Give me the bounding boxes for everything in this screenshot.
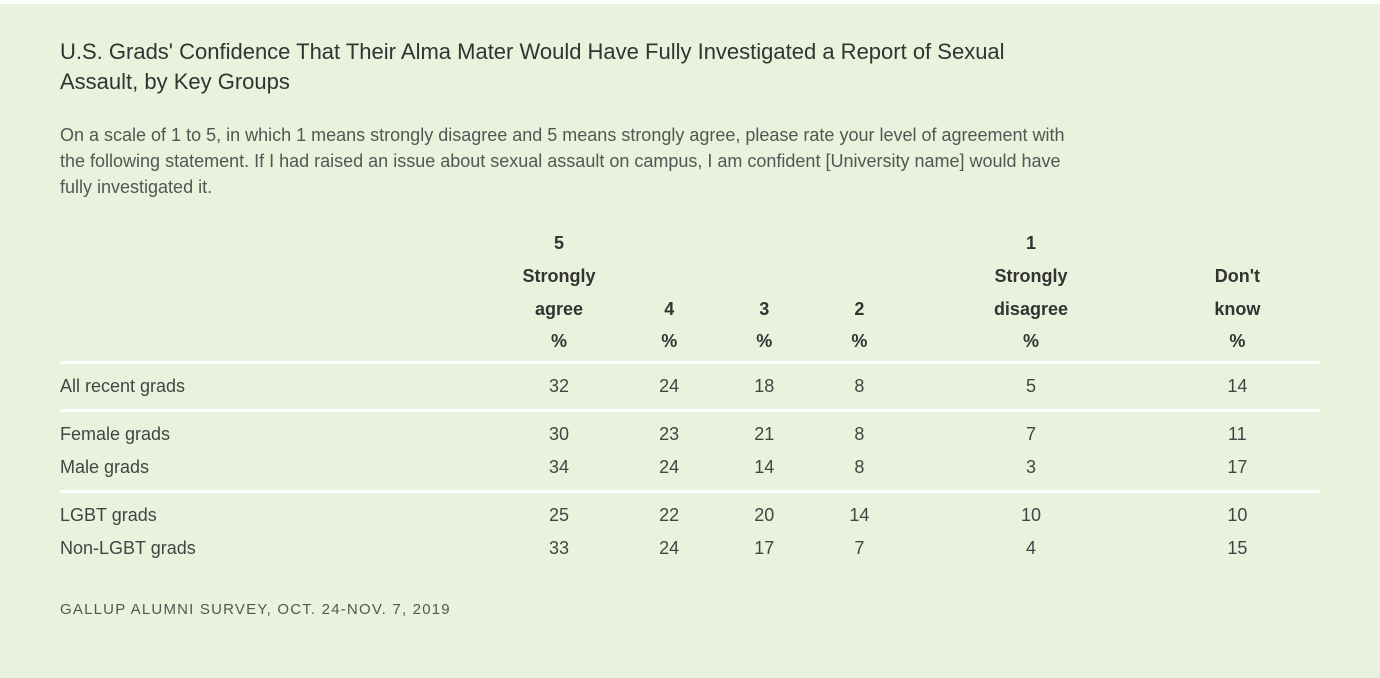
column-header-line [621, 260, 717, 293]
table-cell: 14 [849, 505, 870, 525]
column-header-line [812, 227, 908, 260]
column-header-line [1155, 227, 1320, 260]
chart-subtitle: On a scale of 1 to 5, in which 1 means s… [60, 125, 1065, 197]
table-cell: 3 [1025, 457, 1036, 477]
table-cell: 5 [1025, 376, 1036, 396]
table-cell: 24 [659, 457, 680, 477]
column-header-line: disagree [993, 299, 1068, 319]
header-spacer [60, 227, 497, 260]
row-gap [60, 484, 1320, 492]
table-header: 5 1 Strongly Strongly Don't [60, 227, 1320, 363]
table-cell: 33 [548, 538, 570, 558]
divider-line [60, 409, 1320, 413]
table-cell: 17 [1227, 457, 1248, 477]
table-row: LGBT grads 25 22 20 14 10 10 [60, 499, 1320, 532]
column-header-line: 4 [664, 299, 675, 319]
gap-cell [60, 484, 1320, 492]
column-header-line [812, 260, 908, 293]
table-body: All recent grads 32 24 18 8 5 14 Female … [60, 361, 1320, 566]
column-header-line [717, 227, 812, 260]
header-row-1: 5 1 [60, 227, 1320, 260]
column-unit: % [661, 331, 678, 351]
divider-line [60, 361, 1320, 365]
table-cell: 23 [659, 424, 680, 444]
column-unit: % [1229, 331, 1246, 351]
header-row-3: agree 4 3 2 disagree know [60, 293, 1320, 326]
header-spacer [60, 326, 497, 363]
row-label: Female grads [60, 424, 171, 444]
column-header-line: 5 [553, 233, 564, 253]
column-unit: % [1022, 331, 1039, 351]
table-cell: 32 [548, 376, 570, 396]
column-header-line: agree [534, 299, 584, 319]
table-cell: 20 [754, 505, 775, 525]
source-note: GALLUP ALUMNI SURVEY, OCT. 24-NOV. 7, 20… [60, 601, 451, 618]
column-header-line: know [1214, 299, 1261, 319]
column-unit: % [756, 331, 773, 351]
gap-cell [60, 403, 1320, 411]
chart-title: U.S. Grads' Confidence That Their Alma M… [60, 39, 1005, 94]
row-label: LGBT grads [60, 505, 157, 525]
chart-panel: U.S. Grads' Confidence That Their Alma M… [0, 4, 1380, 678]
table-cell: 10 [1020, 505, 1041, 525]
row-label: Male grads [60, 457, 150, 477]
header-unit-row: % % % % % % [60, 326, 1320, 363]
group-divider [60, 361, 1320, 365]
column-header-line: 2 [854, 299, 865, 319]
header-row-2: Strongly Strongly Don't [60, 260, 1320, 293]
column-header-line [621, 227, 717, 260]
column-unit: % [851, 331, 868, 351]
table-cell: 7 [1025, 424, 1036, 444]
row-label: All recent grads [60, 376, 186, 396]
data-table: 5 1 Strongly Strongly Don't [60, 227, 1320, 565]
chart-content: U.S. Grads' Confidence That Their Alma M… [60, 37, 1320, 618]
column-header-line: Strongly [522, 266, 596, 286]
header-spacer [60, 293, 497, 326]
table-cell: 24 [659, 538, 680, 558]
column-header-line: Strongly [994, 266, 1068, 286]
table-row: All recent grads 32 24 18 8 5 14 [60, 370, 1320, 403]
column-header-line: 3 [759, 299, 770, 319]
row-gap [60, 403, 1320, 411]
table-cell: 8 [854, 457, 865, 477]
header-spacer [60, 260, 497, 293]
group-divider [60, 409, 1320, 413]
column-unit: % [550, 331, 567, 351]
column-header-line: Don't [1214, 266, 1260, 286]
table-cell: 14 [754, 457, 775, 477]
table-cell: 7 [854, 538, 865, 558]
table-cell: 18 [754, 376, 775, 396]
row-label: Non-LGBT grads [60, 538, 196, 558]
table-cell: 8 [854, 376, 865, 396]
table-row: Male grads 34 24 14 8 3 17 [60, 451, 1320, 484]
table-row: Non-LGBT grads 33 24 17 7 4 15 [60, 532, 1320, 565]
table-cell: 25 [548, 505, 570, 525]
group-divider [60, 490, 1320, 494]
column-header-line: 1 [1025, 233, 1036, 253]
table-cell: 34 [548, 457, 570, 477]
table-cell: 30 [548, 424, 570, 444]
table-row: Female grads 30 23 21 8 7 11 [60, 418, 1320, 451]
table-cell: 22 [659, 505, 680, 525]
table-cell: 17 [754, 538, 775, 558]
table-cell: 11 [1227, 424, 1247, 444]
divider-line [60, 490, 1320, 494]
table-cell: 10 [1227, 505, 1248, 525]
table-cell: 15 [1227, 538, 1248, 558]
table-cell: 14 [1227, 376, 1248, 396]
table-cell: 4 [1025, 538, 1036, 558]
table-cell: 8 [854, 424, 865, 444]
table-cell: 24 [659, 376, 680, 396]
table-cell: 21 [754, 424, 775, 444]
column-header-line [717, 260, 812, 293]
